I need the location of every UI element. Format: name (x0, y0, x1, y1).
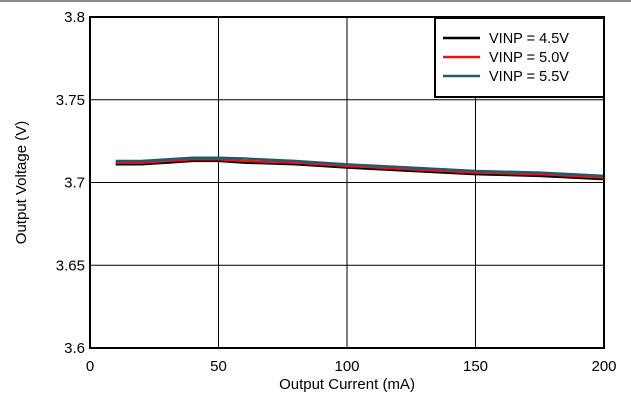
grid (90, 17, 604, 348)
x-axis-title: Output Current (mA) (279, 376, 415, 393)
legend: VINP = 4.5V VINP = 5.0V VINP = 5.5V (434, 17, 605, 98)
y-tick-label: 3.7 (64, 175, 85, 192)
legend-label: VINP = 4.5V (489, 31, 569, 47)
x-tick-label: 100 (334, 358, 359, 375)
top-rule (0, 0, 631, 2)
y-tick-label: 3.8 (64, 9, 85, 26)
series-line-1 (115, 159, 605, 181)
x-tick-label: 50 (210, 358, 227, 375)
legend-label: VINP = 5.0V (489, 50, 569, 66)
series-line-3 (115, 156, 605, 178)
x-tick-label: 0 (86, 358, 94, 375)
series-line-2 (115, 158, 605, 179)
y-axis-title: Output Voltage (V) (13, 121, 30, 244)
plot-frame (89, 16, 605, 349)
series-lines (115, 156, 605, 181)
y-tick-label: 3.75 (56, 92, 85, 109)
y-tick-label: 3.65 (56, 257, 85, 274)
y-axis-ticks: 3.6 3.65 3.7 3.75 3.8 (56, 9, 85, 357)
x-tick-label: 150 (463, 358, 488, 375)
legend-label: VINP = 5.5V (489, 69, 569, 85)
y-tick-label: 3.6 (64, 340, 85, 357)
x-tick-label: 200 (591, 358, 616, 375)
x-axis-ticks: 0 50 100 150 200 (86, 358, 617, 375)
